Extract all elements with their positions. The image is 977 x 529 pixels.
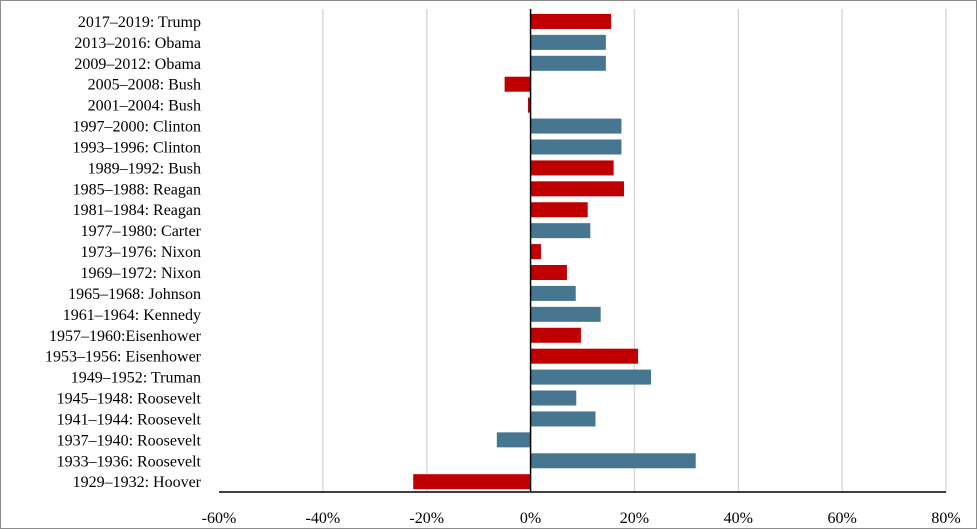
category-label: 1997–2000: Clinton	[73, 119, 201, 136]
bar	[530, 306, 601, 322]
bar	[530, 244, 541, 260]
category-label: 1981–1984: Reagan	[73, 202, 201, 219]
bar	[530, 411, 596, 427]
bar	[530, 369, 652, 385]
bar	[530, 55, 606, 71]
bar	[496, 432, 531, 448]
bar	[530, 348, 639, 364]
x-tick-label: 0%	[520, 510, 541, 527]
bar	[530, 265, 567, 280]
bar	[530, 181, 625, 197]
category-label: 1985–1988: Reagan	[73, 181, 201, 198]
bars	[413, 13, 696, 490]
category-label: 1949–1952: Truman	[71, 370, 201, 387]
category-label: 1977–1980: Carter	[81, 223, 202, 240]
category-label: 1945–1948: Roosevelt	[57, 391, 202, 408]
gridlines	[322, 9, 947, 492]
bar	[530, 34, 606, 50]
x-tick-label: 80%	[931, 510, 960, 527]
category-label: 2001–2004: Bush	[88, 98, 201, 115]
tick-labels: -60% -40% -20% 0% 20% 40% 60% 80%	[202, 510, 961, 527]
x-tick-label: 20%	[620, 510, 649, 527]
category-label: 1961–1964: Kennedy	[63, 307, 201, 324]
x-tick-label: 40%	[724, 510, 753, 527]
category-label: 1989–1992: Bush	[88, 160, 201, 177]
category-label: 1937–1940: Roosevelt	[57, 432, 202, 449]
category-label: 2017–2019: Trump	[78, 14, 201, 31]
bar	[527, 97, 531, 113]
bar	[530, 160, 614, 176]
bar	[530, 453, 696, 469]
bar	[530, 13, 612, 29]
x-tick-label: -60%	[202, 510, 237, 527]
category-label: 1933–1936: Roosevelt	[57, 453, 202, 470]
bar	[504, 76, 531, 92]
category-label: 1993–1996: Clinton	[73, 139, 201, 156]
category-label: 1929–1932: Hoover	[73, 474, 202, 491]
x-tick-label: -40%	[306, 510, 341, 527]
category-label: 2005–2008: Bush	[88, 77, 201, 94]
bar	[530, 223, 591, 239]
category-label: 1953–1956: Eisenhower	[45, 349, 202, 366]
bar	[530, 202, 588, 218]
bar	[530, 139, 622, 155]
bar	[530, 118, 622, 134]
category-label: 1969–1972: Nixon	[81, 265, 201, 282]
x-tick-label: 60%	[827, 510, 856, 527]
category-labels: 2017–2019: Trump 2013–2016: Obama 2009–201…	[45, 14, 202, 491]
bar	[530, 327, 581, 343]
category-label: 1957–1960:Eisenhower	[49, 328, 202, 345]
category-label: 2009–2012: Obama	[74, 56, 201, 73]
axes	[219, 9, 946, 493]
bar	[413, 474, 531, 490]
category-label: 1941–1944: Roosevelt	[57, 411, 202, 428]
x-tick-label: -20%	[409, 510, 444, 527]
category-label: 2013–2016: Obama	[74, 35, 201, 52]
bar	[530, 285, 576, 301]
bar	[530, 390, 577, 406]
category-label: 1973–1976: Nixon	[81, 244, 201, 261]
category-label: 1965–1968: Johnson	[68, 286, 201, 303]
